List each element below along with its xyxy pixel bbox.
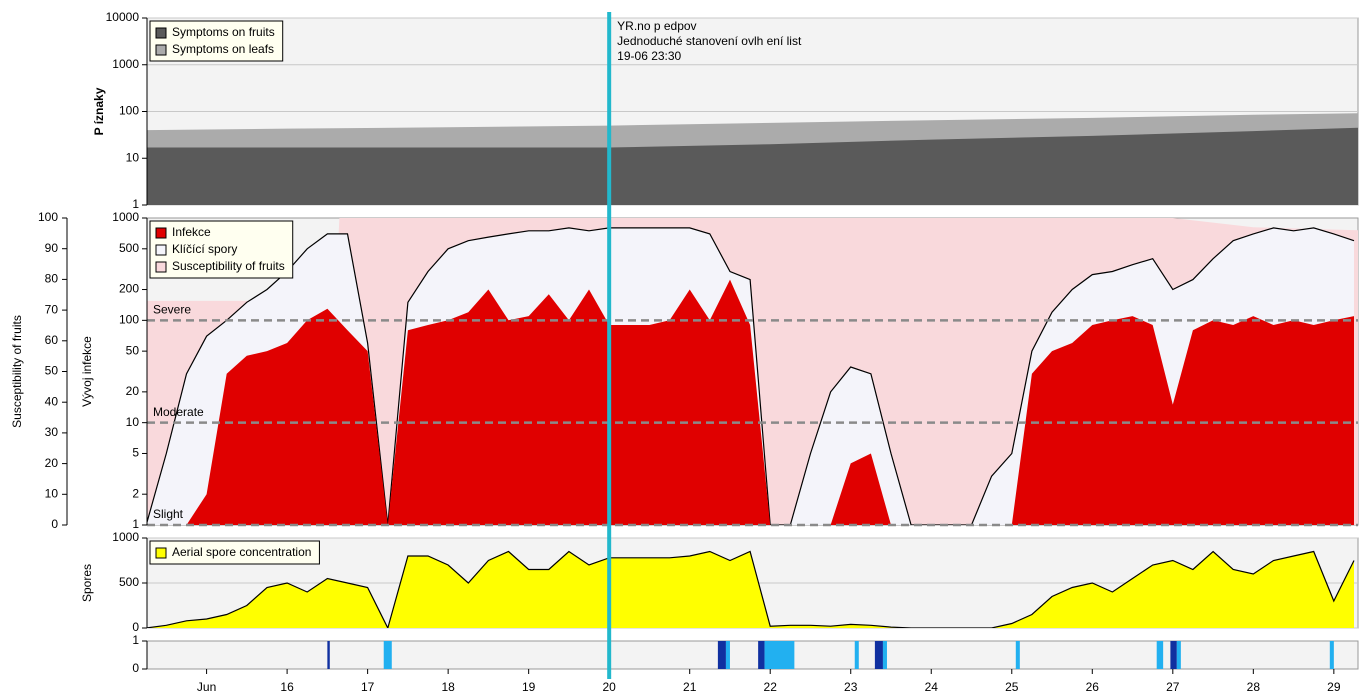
legend-label: Klíčící spory bbox=[172, 242, 237, 256]
x-tick-label: 23 bbox=[844, 680, 858, 694]
y-tick-label: 100 bbox=[119, 313, 139, 327]
bar bbox=[1156, 641, 1164, 669]
legend-label: Symptoms on leafs bbox=[172, 42, 274, 56]
y-tick-label: 2 bbox=[132, 486, 139, 500]
threshold-label: Moderate bbox=[153, 405, 204, 419]
annotation: YR.no p edpov bbox=[617, 19, 696, 33]
y-tick-label: 200 bbox=[119, 282, 139, 296]
y-tick-label: 1000 bbox=[112, 57, 139, 71]
x-tick-label: 17 bbox=[361, 680, 375, 694]
bar bbox=[1329, 641, 1334, 669]
bar bbox=[327, 641, 330, 669]
bar bbox=[383, 641, 392, 669]
plot-area bbox=[147, 113, 1358, 205]
plot-area bbox=[147, 218, 1358, 525]
legend-label: Infekce bbox=[172, 225, 211, 239]
legend-label: Aerial spore concentration bbox=[172, 545, 311, 559]
bar bbox=[764, 641, 795, 669]
bar bbox=[1176, 641, 1181, 669]
x-tick-label: 28 bbox=[1247, 680, 1261, 694]
y-tick-label: 1000 bbox=[112, 530, 139, 544]
y2-tick-label: 90 bbox=[45, 241, 59, 255]
annotation: 19-06 23:30 bbox=[617, 49, 681, 63]
y2-tick-label: 0 bbox=[51, 517, 58, 531]
area bbox=[147, 127, 1358, 205]
legend-swatch bbox=[155, 244, 167, 256]
legend-swatch bbox=[155, 44, 167, 56]
y-tick-label: 100 bbox=[119, 104, 139, 118]
area-line bbox=[147, 227, 1355, 525]
y2-tick-label: 70 bbox=[45, 302, 59, 316]
y-axis-label: P íznaky bbox=[92, 87, 106, 135]
threshold-label: Slight bbox=[153, 507, 184, 521]
y-tick-label: 0 bbox=[132, 620, 139, 634]
legend-swatch bbox=[155, 27, 167, 39]
x-tick-label: 22 bbox=[764, 680, 778, 694]
x-tick-label: 25 bbox=[1005, 680, 1019, 694]
y2-tick-label: 80 bbox=[45, 272, 59, 286]
threshold-label: Severe bbox=[153, 303, 191, 317]
legend: Infekce Klíčící spory Susceptibility of fr… bbox=[149, 220, 294, 279]
area bbox=[147, 551, 1354, 628]
x-tick-label: Jun bbox=[197, 680, 216, 694]
y-tick-label: 1 bbox=[132, 517, 139, 531]
bar bbox=[1170, 641, 1177, 669]
bar bbox=[717, 641, 726, 669]
area-line bbox=[147, 550, 1355, 628]
legend-label: Susceptibility of fruits bbox=[172, 259, 285, 273]
y-axis-label: Spores bbox=[80, 564, 94, 602]
bar bbox=[854, 641, 859, 669]
area bbox=[147, 279, 1354, 525]
legend-box bbox=[149, 540, 320, 565]
x-tick-label: 24 bbox=[925, 680, 939, 694]
y-tick-label: 0 bbox=[132, 661, 139, 675]
x-tick-label: 16 bbox=[280, 680, 294, 694]
bar bbox=[882, 641, 887, 669]
y-tick-label: 20 bbox=[126, 384, 140, 398]
y2-tick-label: 100 bbox=[38, 210, 58, 224]
legend-swatch bbox=[155, 261, 167, 273]
y-tick-label: 10000 bbox=[106, 10, 140, 24]
y2-tick-label: 40 bbox=[45, 394, 59, 408]
bar bbox=[1015, 641, 1020, 669]
y2-tick-label: 10 bbox=[45, 486, 59, 500]
y-tick-label: 1000 bbox=[112, 210, 139, 224]
y-tick-label: 5 bbox=[132, 446, 139, 460]
y2-tick-label: 50 bbox=[45, 364, 59, 378]
y-tick-label: 1 bbox=[132, 633, 139, 647]
y-tick-label: 500 bbox=[119, 241, 139, 255]
y2-tick-label: 60 bbox=[45, 333, 59, 347]
y2-axis-label: Susceptibility of fruits bbox=[10, 315, 24, 428]
x-tick-label: 19 bbox=[522, 680, 536, 694]
y-tick-label: 50 bbox=[126, 343, 140, 357]
legend-box bbox=[149, 220, 294, 279]
legend-swatch bbox=[155, 227, 167, 239]
bar bbox=[758, 641, 765, 669]
legend: Aerial spore concentration bbox=[149, 540, 320, 565]
bar bbox=[874, 641, 883, 669]
legend-box bbox=[149, 20, 284, 62]
y2-tick-label: 30 bbox=[45, 425, 59, 439]
x-tick-label: 29 bbox=[1327, 680, 1341, 694]
y-tick-label: 10 bbox=[126, 415, 140, 429]
x-tick-label: 26 bbox=[1086, 680, 1100, 694]
x-tick-label: 18 bbox=[441, 680, 455, 694]
x-tick-label: 20 bbox=[602, 680, 616, 694]
x-tick-label: 27 bbox=[1166, 680, 1180, 694]
plot-background bbox=[146, 640, 1359, 670]
y-axis-label: Vývoj infekce bbox=[80, 336, 94, 407]
annotation: Jednoduché stanovení ovlh ení list bbox=[617, 34, 802, 48]
y2-tick-label: 20 bbox=[45, 456, 59, 470]
plot-area bbox=[147, 550, 1355, 628]
legend-label: Symptoms on fruits bbox=[172, 25, 275, 39]
legend-swatch bbox=[155, 547, 167, 559]
x-tick-label: 21 bbox=[683, 680, 697, 694]
bar bbox=[725, 641, 730, 669]
legend: Symptoms on fruits Symptoms on leafs bbox=[149, 20, 284, 62]
y-tick-label: 1 bbox=[132, 197, 139, 211]
y-tick-label: 10 bbox=[126, 150, 140, 164]
y-tick-label: 500 bbox=[119, 575, 139, 589]
